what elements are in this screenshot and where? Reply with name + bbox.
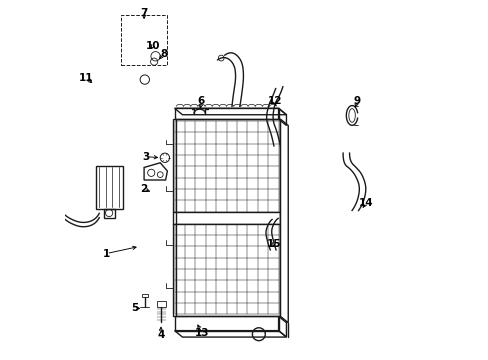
Text: 5: 5 xyxy=(131,303,139,314)
Text: 8: 8 xyxy=(160,49,167,59)
Text: 7: 7 xyxy=(140,8,147,18)
Text: 4: 4 xyxy=(157,330,164,340)
Text: 14: 14 xyxy=(358,198,372,208)
Text: 10: 10 xyxy=(145,41,160,50)
Text: 9: 9 xyxy=(353,96,360,106)
Text: 1: 1 xyxy=(102,248,110,258)
Text: 6: 6 xyxy=(198,96,204,106)
Text: 15: 15 xyxy=(266,239,281,249)
Text: 11: 11 xyxy=(79,73,93,83)
Text: 13: 13 xyxy=(195,328,209,338)
Text: 12: 12 xyxy=(267,96,282,106)
Text: 3: 3 xyxy=(142,152,149,162)
Text: 2: 2 xyxy=(140,184,147,194)
